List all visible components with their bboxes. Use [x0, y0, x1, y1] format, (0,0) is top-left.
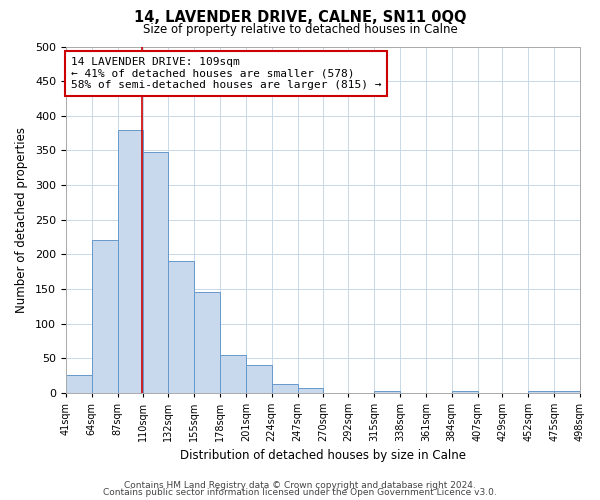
Bar — [118, 130, 143, 393]
Bar — [246, 365, 272, 393]
Bar — [143, 152, 168, 393]
Y-axis label: Number of detached properties: Number of detached properties — [15, 126, 28, 312]
X-axis label: Distribution of detached houses by size in Calne: Distribution of detached houses by size … — [180, 450, 466, 462]
Bar — [528, 392, 554, 393]
Bar — [554, 392, 580, 393]
Text: 14 LAVENDER DRIVE: 109sqm
← 41% of detached houses are smaller (578)
58% of semi: 14 LAVENDER DRIVE: 109sqm ← 41% of detac… — [71, 57, 382, 90]
Text: 14, LAVENDER DRIVE, CALNE, SN11 0QQ: 14, LAVENDER DRIVE, CALNE, SN11 0QQ — [134, 10, 466, 25]
Bar — [168, 261, 194, 393]
Text: Size of property relative to detached houses in Calne: Size of property relative to detached ho… — [143, 22, 457, 36]
Bar — [66, 376, 92, 393]
Bar — [220, 354, 246, 393]
Bar — [194, 292, 220, 393]
Bar — [374, 392, 400, 393]
Text: Contains HM Land Registry data © Crown copyright and database right 2024.: Contains HM Land Registry data © Crown c… — [124, 480, 476, 490]
Bar — [272, 384, 298, 393]
Text: Contains public sector information licensed under the Open Government Licence v3: Contains public sector information licen… — [103, 488, 497, 497]
Bar — [92, 240, 118, 393]
Bar — [298, 388, 323, 393]
Bar — [452, 392, 478, 393]
